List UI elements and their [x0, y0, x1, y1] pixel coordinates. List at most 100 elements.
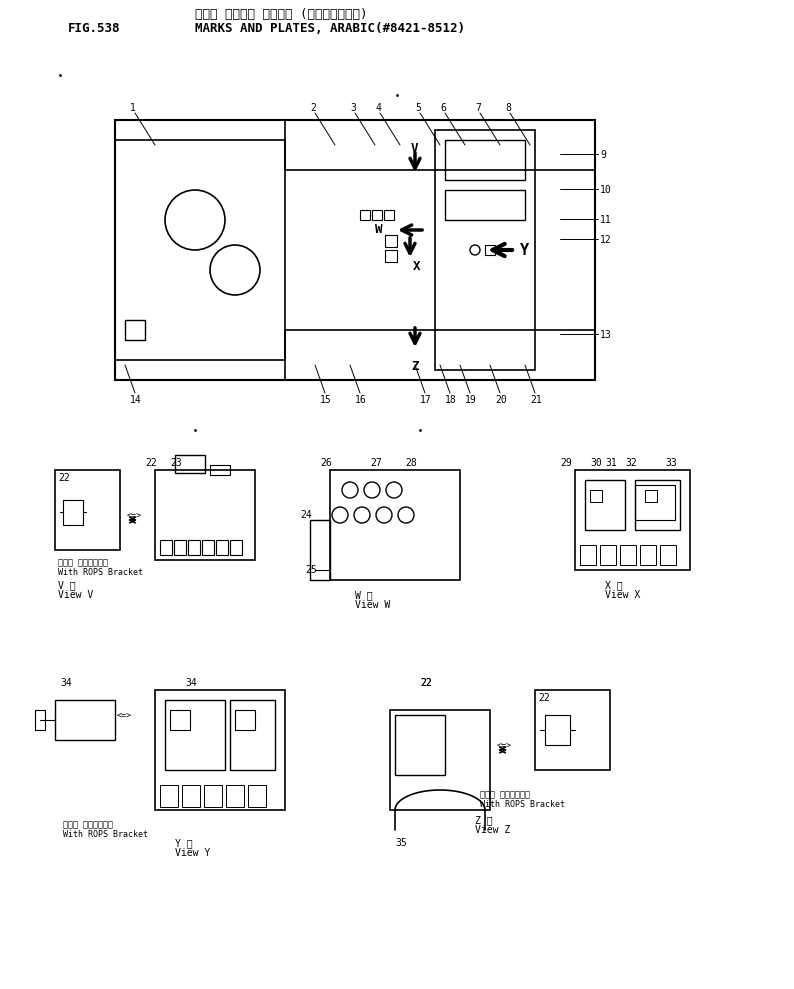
Bar — [35, 710, 45, 730]
Bar — [202, 540, 214, 555]
Bar — [165, 700, 225, 770]
Text: 22: 22 — [420, 678, 432, 688]
Bar — [55, 470, 120, 550]
Text: <=>: <=> — [127, 512, 142, 521]
Text: 23: 23 — [170, 458, 182, 468]
Bar — [360, 210, 370, 220]
Text: 1: 1 — [130, 103, 136, 113]
Text: ロプス ブラケット付: ロプス ブラケット付 — [480, 790, 530, 799]
Bar — [285, 330, 595, 380]
Text: 7: 7 — [475, 103, 481, 113]
Text: X: X — [413, 260, 421, 273]
Bar — [55, 700, 115, 740]
Text: Y: Y — [520, 243, 529, 258]
Bar — [485, 245, 495, 255]
Text: 11: 11 — [600, 215, 611, 225]
Bar — [285, 120, 595, 170]
Text: 4: 4 — [375, 103, 381, 113]
Text: V 視: V 視 — [58, 580, 75, 590]
Bar — [160, 785, 178, 807]
Text: 8: 8 — [505, 103, 511, 113]
Bar — [230, 540, 242, 555]
Text: 24: 24 — [300, 510, 312, 520]
Text: 22: 22 — [145, 458, 156, 468]
Text: 20: 20 — [495, 395, 507, 405]
Bar — [575, 470, 690, 570]
Bar — [545, 715, 570, 745]
Bar — [170, 710, 190, 730]
Text: 5: 5 — [415, 103, 421, 113]
Text: W 視: W 視 — [355, 590, 372, 600]
Bar — [445, 190, 525, 220]
Bar — [204, 785, 222, 807]
Bar — [384, 210, 394, 220]
Bar — [188, 540, 200, 555]
Bar — [390, 710, 490, 810]
Text: 32: 32 — [625, 458, 637, 468]
Text: 18: 18 — [445, 395, 457, 405]
Text: 17: 17 — [420, 395, 432, 405]
Bar — [174, 540, 186, 555]
Text: View V: View V — [58, 590, 93, 600]
Text: ロプス ブラケット付: ロプス ブラケット付 — [58, 558, 108, 567]
Bar — [395, 715, 445, 775]
Text: 26: 26 — [320, 458, 332, 468]
Text: <=>: <=> — [117, 712, 132, 721]
Text: View Z: View Z — [475, 825, 511, 835]
Bar — [635, 480, 680, 530]
Bar — [580, 545, 596, 565]
Bar — [660, 545, 676, 565]
Text: 2: 2 — [310, 103, 316, 113]
Text: 30: 30 — [590, 458, 602, 468]
Text: <=>: <=> — [497, 742, 512, 751]
Bar — [385, 250, 397, 262]
Bar — [125, 320, 145, 340]
Text: 9: 9 — [600, 150, 606, 160]
Bar — [385, 235, 397, 247]
Text: View X: View X — [605, 590, 640, 600]
Text: With ROPS Bracket: With ROPS Bracket — [480, 800, 565, 809]
Text: 19: 19 — [465, 395, 476, 405]
Text: 25: 25 — [305, 565, 317, 575]
Bar — [216, 540, 228, 555]
Bar — [445, 140, 525, 180]
Text: 28: 28 — [405, 458, 417, 468]
Text: マーク オラビー プレート (アラビーアゴー): マーク オラビー プレート (アラビーアゴー) — [195, 8, 368, 21]
Bar — [63, 500, 83, 525]
Text: View W: View W — [355, 600, 390, 610]
Bar — [310, 520, 330, 580]
Text: With ROPS Bracket: With ROPS Bracket — [63, 830, 148, 839]
Bar — [160, 540, 172, 555]
Bar — [645, 490, 657, 502]
Text: Y 視: Y 視 — [175, 838, 193, 848]
Text: 29: 29 — [560, 458, 572, 468]
Bar — [155, 690, 285, 810]
Bar — [235, 710, 255, 730]
Text: FIG.538: FIG.538 — [68, 22, 121, 35]
Bar — [226, 785, 244, 807]
Bar — [175, 455, 205, 473]
Text: 14: 14 — [130, 395, 142, 405]
Text: X 視: X 視 — [605, 580, 622, 590]
Text: 21: 21 — [530, 395, 542, 405]
Text: 6: 6 — [440, 103, 446, 113]
Bar — [182, 785, 200, 807]
Bar — [115, 140, 285, 360]
Text: 35: 35 — [395, 838, 407, 848]
Text: 13: 13 — [600, 330, 611, 340]
Bar — [330, 470, 460, 580]
Text: 34: 34 — [185, 678, 197, 688]
Bar — [535, 690, 610, 770]
Bar — [435, 130, 535, 370]
Text: V: V — [411, 142, 418, 155]
Text: 10: 10 — [600, 185, 611, 195]
Bar — [590, 490, 602, 502]
Bar — [210, 465, 230, 475]
Text: With ROPS Bracket: With ROPS Bracket — [58, 568, 143, 577]
Text: 22: 22 — [58, 473, 70, 483]
Bar — [155, 470, 255, 560]
Text: 22: 22 — [538, 693, 549, 703]
Bar — [230, 700, 275, 770]
Text: Z: Z — [411, 360, 418, 373]
Text: W: W — [375, 223, 383, 236]
